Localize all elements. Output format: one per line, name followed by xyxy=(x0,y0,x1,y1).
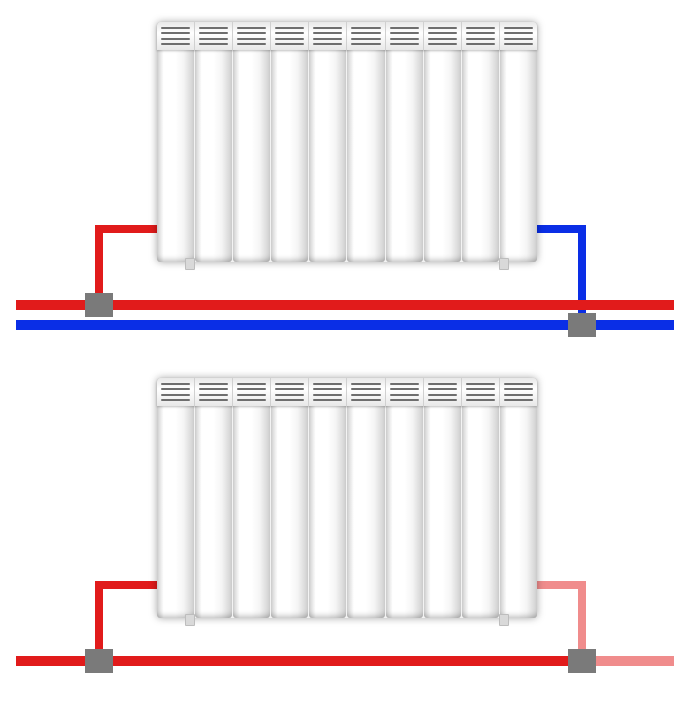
grille-cell xyxy=(423,22,461,50)
radiator-section xyxy=(500,22,537,262)
radiator-section xyxy=(462,22,499,262)
grille-cell xyxy=(232,378,270,406)
radiator-two-pipe xyxy=(157,22,537,262)
grille-cell xyxy=(346,378,384,406)
radiator-section xyxy=(347,378,384,618)
radiator-section xyxy=(386,378,423,618)
pipe-cold-branch-right xyxy=(535,225,586,233)
radiator-section xyxy=(157,378,194,618)
grille-cell xyxy=(308,22,346,50)
grille-cell xyxy=(461,378,499,406)
fitting-tee-cold xyxy=(568,313,596,337)
radiator-section xyxy=(195,378,232,618)
radiator-section xyxy=(424,378,461,618)
radiator-body xyxy=(157,22,537,262)
radiator-foot xyxy=(499,614,509,626)
radiator-foot xyxy=(185,614,195,626)
pipe-hot-riser-left xyxy=(95,581,103,653)
grille-cell xyxy=(423,378,461,406)
fitting-tee-hot xyxy=(85,293,113,317)
grille-cell xyxy=(194,22,232,50)
grille-cell xyxy=(461,22,499,50)
radiator-section xyxy=(462,378,499,618)
radiator-foot xyxy=(185,258,195,270)
grille-cell xyxy=(194,378,232,406)
grille-cell xyxy=(499,22,537,50)
radiator-body xyxy=(157,378,537,618)
radiator-foot xyxy=(499,258,509,270)
grille-cell xyxy=(270,22,308,50)
grille-cell xyxy=(385,22,423,50)
pipe-hot-main xyxy=(16,300,674,310)
radiator-section xyxy=(424,22,461,262)
radiator-section xyxy=(271,378,308,618)
grille-cell xyxy=(157,378,194,406)
radiator-section xyxy=(347,22,384,262)
fitting-tee-right xyxy=(568,649,596,673)
radiator-grille xyxy=(157,378,537,406)
radiator-section xyxy=(309,378,346,618)
radiator-grille xyxy=(157,22,537,50)
grille-cell xyxy=(308,378,346,406)
pipe-warm-riser-right xyxy=(578,581,586,653)
radiator-section xyxy=(157,22,194,262)
pipe-main-in xyxy=(16,656,96,666)
pipe-hot-riser-left xyxy=(95,225,103,297)
radiator-section xyxy=(271,22,308,262)
radiator-one-pipe xyxy=(157,378,537,618)
radiator-section xyxy=(233,378,270,618)
grille-cell xyxy=(346,22,384,50)
grille-cell xyxy=(270,378,308,406)
radiator-section xyxy=(233,22,270,262)
fitting-tee-left xyxy=(85,649,113,673)
pipe-hot-branch-left xyxy=(95,581,159,589)
grille-cell xyxy=(385,378,423,406)
grille-cell xyxy=(499,378,537,406)
pipe-hot-branch-left xyxy=(95,225,159,233)
grille-cell xyxy=(157,22,194,50)
pipe-warm-branch-right xyxy=(535,581,586,589)
radiator-section xyxy=(500,378,537,618)
radiator-section xyxy=(386,22,423,262)
radiator-section xyxy=(195,22,232,262)
radiator-section xyxy=(309,22,346,262)
grille-cell xyxy=(232,22,270,50)
pipe-main-mid xyxy=(96,656,580,666)
